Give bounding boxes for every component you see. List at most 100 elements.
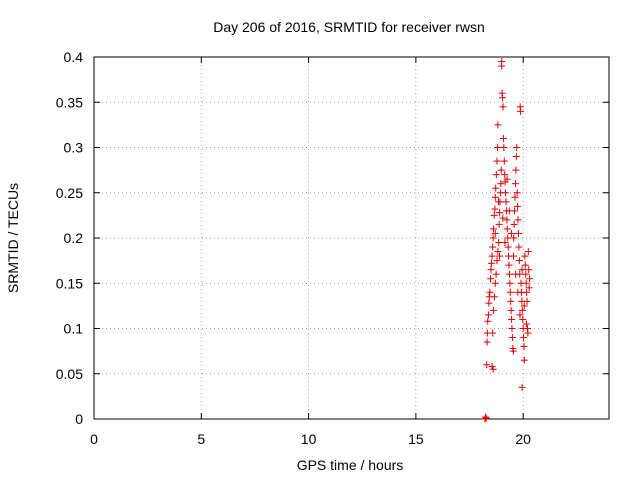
y-tick-label: 0.35 [56, 94, 83, 110]
data-point [516, 311, 524, 319]
data-point [489, 243, 497, 251]
data-point [494, 248, 502, 256]
data-point [482, 413, 490, 421]
data-point [514, 229, 522, 237]
plot-frame [93, 56, 610, 420]
data-point [484, 317, 492, 325]
data-point [513, 144, 521, 151]
data-point [486, 288, 494, 296]
data-point [494, 198, 502, 206]
data-point [522, 270, 530, 278]
data-point [508, 334, 516, 342]
data-point [510, 220, 518, 228]
data-point [492, 171, 500, 179]
data-point [520, 356, 528, 364]
y-axis: 0 0.05 0.1 0.15 0.2 0.25 0.3 0.35 0.4 [56, 49, 609, 427]
x-tick-label: 15 [408, 431, 424, 447]
data-point [499, 134, 507, 142]
y-tick-label: 0 [75, 411, 83, 427]
data-point [520, 334, 528, 342]
x-tick-label: 0 [90, 431, 98, 447]
data-point [522, 320, 530, 328]
data-point [499, 214, 507, 222]
data-point [514, 202, 522, 210]
data-point [505, 261, 513, 269]
data-point [504, 243, 512, 251]
data-point [521, 261, 529, 269]
data-point [518, 266, 526, 274]
x-axis-label: GPS time / hours [297, 457, 404, 473]
data-point [488, 252, 496, 260]
data-point [511, 193, 519, 201]
data-point [515, 243, 523, 251]
data-point [517, 107, 525, 115]
data-point [509, 347, 517, 355]
data-point [491, 205, 499, 213]
data-point [490, 306, 498, 314]
grid [94, 57, 609, 419]
y-tick-label: 0.2 [64, 230, 84, 246]
data-point [505, 207, 513, 215]
data-point [489, 234, 497, 242]
data-point [502, 189, 510, 197]
data-point [520, 343, 528, 351]
data-point [501, 171, 509, 179]
data-point [489, 365, 497, 373]
data-point [499, 94, 507, 102]
data-point [492, 270, 500, 278]
data-point [487, 266, 495, 274]
data-point [504, 234, 512, 242]
data-point [484, 311, 492, 319]
data-point [524, 248, 532, 256]
data-point [490, 211, 498, 219]
data-point [520, 302, 528, 310]
data-point [512, 153, 520, 161]
data-point [523, 288, 531, 296]
data-point [483, 361, 491, 369]
data-point [519, 315, 527, 323]
y-tick-label: 0.4 [64, 49, 84, 65]
chart-title: Day 206 of 2016, SRMTID for receiver rws… [213, 19, 485, 35]
x-tick-label: 20 [515, 431, 531, 447]
y-tick-label: 0.3 [64, 140, 84, 156]
data-point [491, 193, 499, 201]
data-point [507, 229, 515, 237]
data-point [489, 329, 497, 337]
data-point [499, 103, 507, 111]
data-point [526, 275, 534, 283]
data-point [523, 297, 531, 305]
data-point [505, 270, 513, 278]
data-point [503, 175, 511, 183]
data-point [493, 157, 501, 165]
data-point [490, 293, 498, 301]
x-tick-label: 10 [301, 431, 317, 447]
x-axis: 0 5 10 15 20 [90, 57, 531, 447]
data-point [514, 216, 522, 224]
data-point [507, 306, 515, 314]
data-point [491, 279, 499, 287]
data-point [500, 157, 508, 165]
y-tick-label: 0.1 [64, 321, 84, 337]
data-point [512, 166, 520, 174]
y-axis-label: SRMTID / TECUs [5, 183, 21, 293]
data-point [493, 144, 501, 151]
data-point [521, 252, 529, 260]
data-point [506, 288, 514, 296]
data-points [481, 58, 534, 423]
data-point [497, 180, 505, 188]
data-point [524, 329, 532, 337]
data-point [498, 58, 506, 66]
data-point [508, 325, 516, 332]
data-point [493, 257, 501, 265]
data-point [482, 414, 490, 422]
x-tick-label: 5 [197, 431, 205, 447]
data-point [487, 259, 495, 267]
data-point [515, 257, 523, 265]
data-point [481, 415, 489, 423]
data-point [497, 166, 505, 174]
data-point [502, 198, 510, 206]
data-point [525, 266, 533, 274]
data-point [491, 229, 499, 237]
data-point [495, 220, 503, 228]
